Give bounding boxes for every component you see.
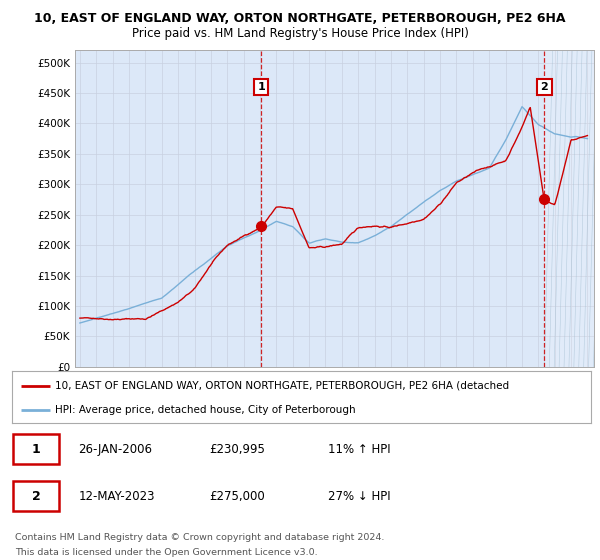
Bar — [544, 50, 596, 367]
FancyBboxPatch shape — [13, 481, 59, 511]
Text: 11% ↑ HPI: 11% ↑ HPI — [328, 442, 390, 456]
Text: 27% ↓ HPI: 27% ↓ HPI — [328, 489, 390, 503]
Text: £230,995: £230,995 — [209, 442, 265, 456]
Text: 2: 2 — [32, 489, 41, 503]
Text: Contains HM Land Registry data © Crown copyright and database right 2024.: Contains HM Land Registry data © Crown c… — [15, 533, 385, 542]
Text: This data is licensed under the Open Government Licence v3.0.: This data is licensed under the Open Gov… — [15, 548, 317, 557]
Text: HPI: Average price, detached house, City of Peterborough: HPI: Average price, detached house, City… — [55, 405, 356, 415]
Text: 12-MAY-2023: 12-MAY-2023 — [79, 489, 155, 503]
Text: 10, EAST OF ENGLAND WAY, ORTON NORTHGATE, PETERBOROUGH, PE2 6HA: 10, EAST OF ENGLAND WAY, ORTON NORTHGATE… — [34, 12, 566, 25]
Text: 2: 2 — [541, 82, 548, 92]
FancyBboxPatch shape — [13, 434, 59, 464]
Text: 1: 1 — [257, 82, 265, 92]
Text: 26-JAN-2006: 26-JAN-2006 — [79, 442, 152, 456]
Text: 1: 1 — [32, 442, 41, 456]
Text: £275,000: £275,000 — [209, 489, 265, 503]
Text: Price paid vs. HM Land Registry's House Price Index (HPI): Price paid vs. HM Land Registry's House … — [131, 27, 469, 40]
Text: 10, EAST OF ENGLAND WAY, ORTON NORTHGATE, PETERBOROUGH, PE2 6HA (detached: 10, EAST OF ENGLAND WAY, ORTON NORTHGATE… — [55, 381, 509, 391]
